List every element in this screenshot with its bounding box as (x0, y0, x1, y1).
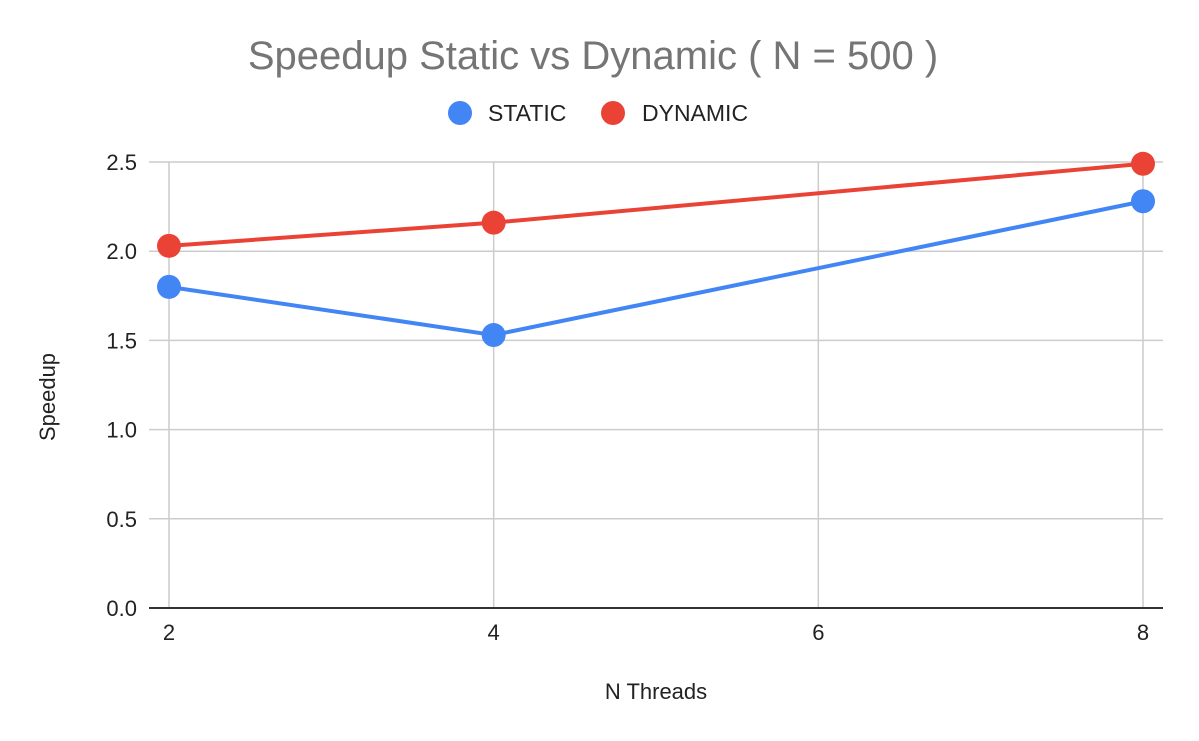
series-static (157, 189, 1155, 348)
x-tick-label: 6 (812, 620, 824, 645)
tick-labels: 0.0 0.5 1.0 1.5 2.0 2.5 2 4 6 8 (106, 150, 1149, 645)
data-point-dynamic[interactable] (157, 233, 181, 258)
chart-title: Speedup Static vs Dynamic ( N = 500 ) (248, 34, 938, 78)
legend-marker-static (448, 101, 472, 125)
legend: STATIC DYNAMIC (448, 100, 748, 126)
x-tick-label: 2 (163, 620, 175, 645)
series-layer (157, 151, 1155, 348)
legend-label-dynamic: DYNAMIC (642, 100, 748, 126)
legend-label-static: STATIC (488, 100, 566, 126)
series-dynamic (157, 151, 1155, 258)
series-line-dynamic (167, 161, 1145, 248)
y-tick-label: 0.5 (106, 507, 137, 532)
data-point-dynamic[interactable] (481, 210, 506, 235)
legend-marker-dynamic (601, 101, 625, 125)
data-point-dynamic[interactable] (1131, 151, 1155, 176)
series-line-static (167, 199, 1145, 338)
y-tick-label: 1.0 (106, 418, 137, 443)
x-axis-title: N Threads (605, 679, 707, 704)
data-point-static[interactable] (481, 323, 506, 348)
y-tick-label: 0.0 (106, 596, 137, 621)
x-tick-label: 4 (488, 620, 500, 645)
y-tick-label: 2.0 (106, 239, 137, 264)
data-point-static[interactable] (157, 274, 181, 299)
data-point-static[interactable] (1131, 189, 1155, 214)
x-tick-label: 8 (1137, 620, 1149, 645)
y-tick-label: 2.5 (106, 150, 137, 175)
y-tick-label: 1.5 (106, 328, 137, 353)
y-axis-title: Speedup (35, 353, 60, 441)
